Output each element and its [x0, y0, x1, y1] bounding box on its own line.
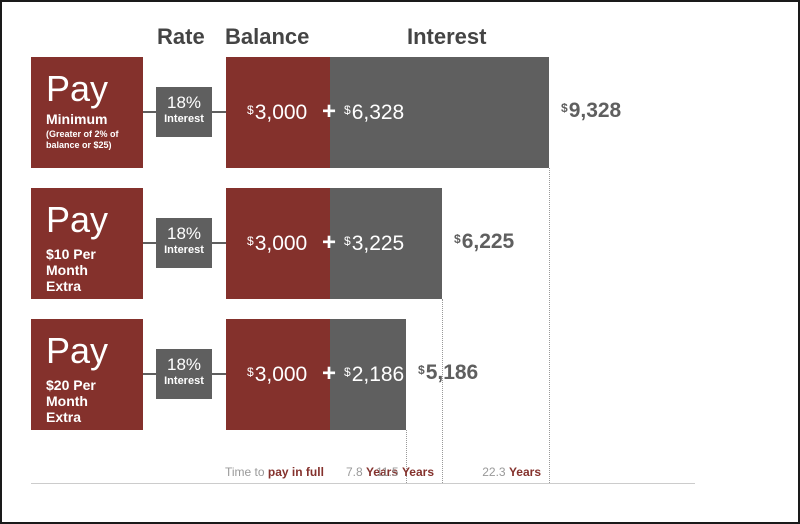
- connector-line: [143, 111, 156, 113]
- rate-box: 18% Interest: [156, 218, 212, 268]
- plus-sign: +: [322, 229, 337, 256]
- years-value: 7.8: [345, 465, 366, 479]
- currency-symbol: $: [344, 365, 351, 379]
- years-label: 22.3 Years: [482, 465, 541, 479]
- connector-line: [212, 111, 226, 113]
- rate-value: 18%: [166, 93, 202, 112]
- rate-box: 18% Interest: [156, 87, 212, 137]
- balance-bar: [226, 57, 330, 168]
- currency-symbol: $: [344, 103, 351, 117]
- pay-word: Pay: [46, 199, 109, 240]
- total-amount-label: $9,328: [561, 99, 621, 123]
- completion-guide-line: [406, 430, 407, 483]
- years-word: Years: [365, 465, 398, 479]
- pay-word: Pay: [46, 68, 109, 109]
- plus-sign: +: [322, 98, 337, 125]
- header-balance: Balance: [225, 24, 310, 49]
- header-interest: Interest: [407, 24, 487, 49]
- interest-amount-label: $3,225: [344, 232, 404, 256]
- balance-amount-label: $3,000: [247, 232, 307, 256]
- time-axis-title: Time to pay in full: [225, 465, 324, 479]
- connector-line: [143, 373, 156, 375]
- connector-line: [212, 373, 226, 375]
- rate-value: 18%: [166, 224, 202, 243]
- years-value: 11.5: [376, 465, 402, 479]
- currency-symbol: $: [247, 234, 254, 248]
- pay-plan-box: Pay Minimum (Greater of 2% of balance or $…: [31, 57, 143, 168]
- total-amount-label: $6,225: [454, 230, 514, 254]
- amount-value: 2,186: [351, 363, 405, 386]
- currency-symbol: $: [247, 103, 254, 117]
- rate-box: 18% Interest: [156, 349, 212, 399]
- currency-symbol: $: [418, 363, 425, 377]
- pay-plan-label: $10 Per Month Extra: [46, 246, 96, 294]
- amount-value: 5,186: [425, 361, 479, 384]
- amount-value: 3,000: [254, 101, 308, 124]
- plus-sign: +: [322, 360, 337, 387]
- rate-unit: Interest: [164, 244, 204, 256]
- interest-bar: [330, 319, 406, 430]
- pay-plan-label: $20 Per Month Extra: [46, 377, 96, 425]
- balance-amount-label: $3,000: [247, 101, 307, 125]
- currency-symbol: $: [454, 232, 461, 246]
- completion-guide-line: [442, 299, 443, 483]
- pay-plan-label: Minimum: [46, 111, 108, 127]
- total-amount-label: $5,186: [418, 361, 478, 385]
- currency-symbol: $: [247, 365, 254, 379]
- amount-value: 6,328: [351, 101, 405, 124]
- balance-bar: [226, 188, 330, 299]
- completion-guide-line: [549, 168, 550, 483]
- time-axis-line: [31, 483, 695, 484]
- connector-line: [143, 242, 156, 244]
- header-rate: Rate: [157, 24, 205, 49]
- interest-bar: [330, 188, 442, 299]
- amount-value: 3,225: [351, 232, 405, 255]
- currency-symbol: $: [344, 234, 351, 248]
- years-word: Years: [508, 465, 541, 479]
- interest-bar: [330, 57, 549, 168]
- years-value: 22.3: [482, 465, 509, 479]
- years-label: 7.8 Years: [346, 465, 398, 479]
- rate-unit: Interest: [164, 375, 204, 387]
- pay-plan-note: (Greater of 2% of balance or $25): [46, 129, 119, 150]
- amount-value: 6,225: [461, 230, 515, 253]
- pay-plan-box: Pay $10 Per Month Extra: [31, 188, 143, 299]
- years-word: Years: [401, 465, 434, 479]
- rate-unit: Interest: [164, 113, 204, 125]
- pay-word: Pay: [46, 330, 109, 371]
- amount-value: 3,000: [254, 232, 308, 255]
- currency-symbol: $: [561, 101, 568, 115]
- rate-value: 18%: [166, 355, 202, 374]
- time-axis-emphasis: pay in full: [267, 465, 324, 479]
- years-label: 11.5 Years: [376, 465, 434, 479]
- pay-plan-box: Pay $20 Per Month Extra: [31, 319, 143, 430]
- interest-amount-label: $6,328: [344, 101, 404, 125]
- interest-amount-label: $2,186: [344, 363, 404, 387]
- amount-value: 9,328: [568, 99, 622, 122]
- balance-bar: [226, 319, 330, 430]
- amount-value: 3,000: [254, 363, 308, 386]
- balance-amount-label: $3,000: [247, 363, 307, 387]
- connector-line: [212, 242, 226, 244]
- time-axis-prefix: Time to: [225, 465, 268, 479]
